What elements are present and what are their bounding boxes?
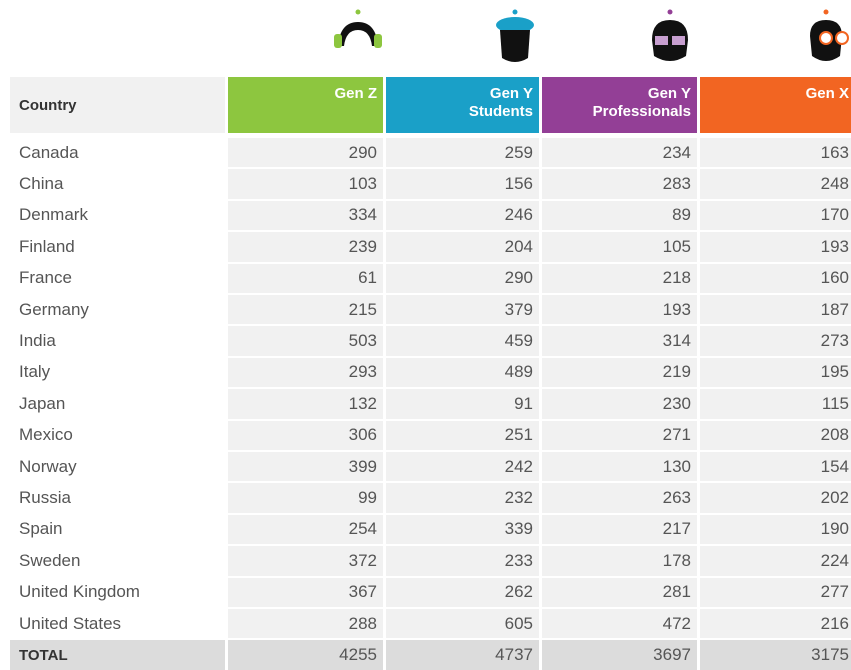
header-cell: Gen X — [700, 77, 851, 133]
value-cell: 224 — [700, 546, 851, 575]
total-label: TOTAL — [10, 640, 225, 669]
header-text: Gen X — [806, 85, 849, 103]
value-cell: 187 — [700, 295, 851, 324]
value-cell: 367 — [228, 578, 383, 607]
total-value: 4255 — [228, 640, 383, 669]
value-cell: 277 — [700, 578, 851, 607]
value-cell: 89 — [542, 201, 697, 230]
value-cell: 339 — [386, 515, 539, 544]
value-cell: 233 — [386, 546, 539, 575]
value-cell: 204 — [386, 232, 539, 261]
value-cell: 130 — [542, 452, 697, 481]
value-cell: 399 — [228, 452, 383, 481]
value-cell: 251 — [386, 421, 539, 450]
country-name: Spain — [10, 515, 225, 544]
value-cell: 160 — [700, 264, 851, 293]
value-cell: 61 — [228, 264, 383, 293]
value-cell: 288 — [228, 609, 383, 638]
header-text: Gen Y — [648, 85, 691, 103]
value-cell: 91 — [386, 389, 539, 418]
value-cell: 271 — [542, 421, 697, 450]
avatar-icons — [0, 0, 851, 70]
value-cell: 489 — [386, 358, 539, 387]
value-cell: 254 — [228, 515, 383, 544]
header-text: Professionals — [593, 103, 691, 121]
header-text: Students — [469, 103, 533, 121]
country-name: Sweden — [10, 546, 225, 575]
value-cell: 459 — [386, 326, 539, 355]
value-cell: 379 — [386, 295, 539, 324]
value-cell: 246 — [386, 201, 539, 230]
value-cell: 293 — [228, 358, 383, 387]
value-cell: 232 — [386, 483, 539, 512]
value-cell: 273 — [700, 326, 851, 355]
value-cell: 242 — [386, 452, 539, 481]
value-cell: 306 — [228, 421, 383, 450]
value-cell: 103 — [228, 169, 383, 198]
country-name: Japan — [10, 389, 225, 418]
country-name: Norway — [10, 452, 225, 481]
value-cell: 190 — [700, 515, 851, 544]
value-cell: 259 — [386, 138, 539, 167]
value-cell: 372 — [228, 546, 383, 575]
country-name: China — [10, 169, 225, 198]
value-cell: 605 — [386, 609, 539, 638]
value-cell: 99 — [228, 483, 383, 512]
country-name: Italy — [10, 358, 225, 387]
value-cell: 503 — [228, 326, 383, 355]
country-name: Germany — [10, 295, 225, 324]
value-cell: 281 — [542, 578, 697, 607]
country-name: Denmark — [10, 201, 225, 230]
value-cell: 154 — [700, 452, 851, 481]
total-value: 3175 — [700, 640, 851, 669]
value-cell: 105 — [542, 232, 697, 261]
total-value: 3697 — [542, 640, 697, 669]
country-name: United States — [10, 609, 225, 638]
country-name: United Kingdom — [10, 578, 225, 607]
value-cell: 290 — [386, 264, 539, 293]
value-cell: 156 — [386, 169, 539, 198]
value-cell: 115 — [700, 389, 851, 418]
value-cell: 193 — [542, 295, 697, 324]
header-cell: Country — [10, 77, 225, 133]
value-cell: 195 — [700, 358, 851, 387]
value-cell: 234 — [542, 138, 697, 167]
country-name: India — [10, 326, 225, 355]
value-cell: 239 — [228, 232, 383, 261]
value-cell: 290 — [228, 138, 383, 167]
value-cell: 230 — [542, 389, 697, 418]
country-name: Canada — [10, 138, 225, 167]
value-cell: 219 — [542, 358, 697, 387]
country-name: Mexico — [10, 421, 225, 450]
value-cell: 472 — [542, 609, 697, 638]
total-value: 4737 — [386, 640, 539, 669]
country-name: France — [10, 264, 225, 293]
value-cell: 334 — [228, 201, 383, 230]
value-cell: 314 — [542, 326, 697, 355]
value-cell: 215 — [228, 295, 383, 324]
value-cell: 178 — [542, 546, 697, 575]
header-text: Gen Y — [490, 85, 533, 103]
country-name: Russia — [10, 483, 225, 512]
value-cell: 262 — [386, 578, 539, 607]
value-cell: 217 — [542, 515, 697, 544]
value-cell: 216 — [700, 609, 851, 638]
value-cell: 218 — [542, 264, 697, 293]
header-text: Gen Z — [334, 85, 377, 103]
page: CountryGen ZGen YStudentsGen YProfession… — [0, 0, 851, 669]
value-cell: 248 — [700, 169, 851, 198]
value-cell: 208 — [700, 421, 851, 450]
value-cell: 283 — [542, 169, 697, 198]
value-cell: 263 — [542, 483, 697, 512]
country-name: Finland — [10, 232, 225, 261]
value-cell: 132 — [228, 389, 383, 418]
value-cell: 163 — [700, 138, 851, 167]
header-cell: Gen Z — [228, 77, 383, 133]
value-cell: 170 — [700, 201, 851, 230]
value-cell: 202 — [700, 483, 851, 512]
value-cell: 193 — [700, 232, 851, 261]
